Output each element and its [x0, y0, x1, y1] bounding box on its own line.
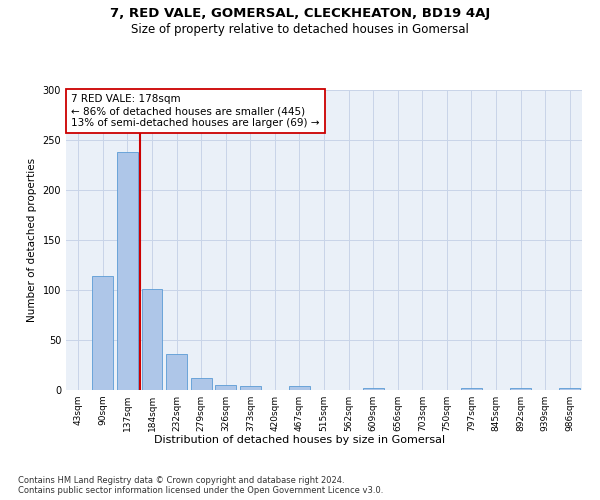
Bar [92, 276, 113, 390]
Bar [117, 152, 138, 390]
Bar [191, 378, 212, 390]
Y-axis label: Number of detached properties: Number of detached properties [27, 158, 37, 322]
Bar [166, 354, 187, 390]
Bar [142, 289, 163, 390]
Bar [510, 388, 531, 390]
Bar [240, 386, 261, 390]
Bar [461, 388, 482, 390]
Bar [289, 386, 310, 390]
Bar [362, 388, 383, 390]
Text: 7, RED VALE, GOMERSAL, CLECKHEATON, BD19 4AJ: 7, RED VALE, GOMERSAL, CLECKHEATON, BD19… [110, 8, 490, 20]
Text: Contains HM Land Registry data © Crown copyright and database right 2024.
Contai: Contains HM Land Registry data © Crown c… [18, 476, 383, 495]
Bar [215, 385, 236, 390]
Bar [559, 388, 580, 390]
Text: 7 RED VALE: 178sqm
← 86% of detached houses are smaller (445)
13% of semi-detach: 7 RED VALE: 178sqm ← 86% of detached hou… [71, 94, 320, 128]
Text: Size of property relative to detached houses in Gomersal: Size of property relative to detached ho… [131, 22, 469, 36]
Text: Distribution of detached houses by size in Gomersal: Distribution of detached houses by size … [154, 435, 446, 445]
